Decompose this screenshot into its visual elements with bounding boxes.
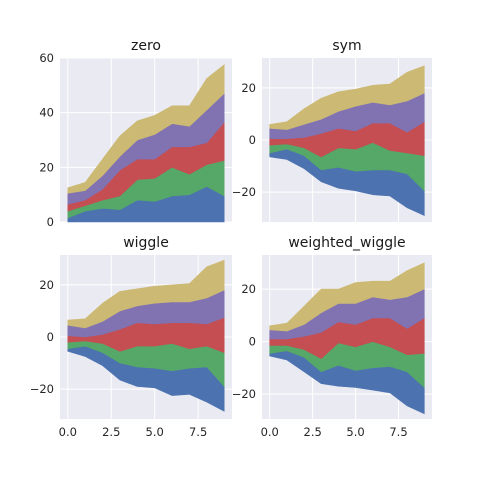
x-tick-label: 2.5	[304, 425, 322, 439]
subplot-1: −20 0 20 sym	[232, 38, 432, 222]
y-tick-label: −20	[30, 382, 54, 396]
y-tick-label: 60	[39, 51, 54, 65]
x-tick-label: 0.0	[261, 425, 279, 439]
y-tick-label: −20	[232, 387, 256, 401]
subplot-3: −20 0 20 0.0 2.5 5.0 7.5 weighted_wiggle	[232, 235, 432, 439]
x-tick-label: 5.0	[146, 425, 164, 439]
y-tick-label: 0	[249, 335, 256, 349]
y-tick-label: 20	[39, 278, 54, 292]
y-tick-label: 20	[241, 81, 256, 95]
x-tick-label: 0.0	[59, 425, 77, 439]
y-tick-label: 20	[241, 282, 256, 296]
subplot-title: sym	[332, 38, 361, 54]
stream-layer-4	[67, 259, 225, 329]
y-tick-label: −20	[232, 185, 256, 199]
y-tick-label: 40	[39, 106, 54, 120]
stream-layer-4	[269, 65, 425, 130]
y-tick-label: 0	[47, 330, 54, 344]
stream-layer-4	[67, 64, 225, 194]
x-tick-label: 7.5	[189, 425, 207, 439]
x-tick-label: 7.5	[389, 425, 407, 439]
y-tick-label: 0	[47, 215, 54, 229]
x-tick-label: 2.5	[102, 425, 120, 439]
y-tick-label: 0	[249, 133, 256, 147]
y-tick-label: 20	[39, 160, 54, 174]
x-tick-label: 5.0	[346, 425, 364, 439]
subplot-title: weighted_wiggle	[288, 235, 405, 251]
subplot-2: −20 0 20 0.0 2.5 5.0 7.5 wiggle	[30, 235, 232, 439]
stream-layer-4	[269, 262, 425, 332]
subplot-title: wiggle	[123, 235, 169, 251]
subplot-0: 0 20 40 60 zero	[39, 38, 232, 229]
subplot-title: zero	[131, 38, 161, 54]
